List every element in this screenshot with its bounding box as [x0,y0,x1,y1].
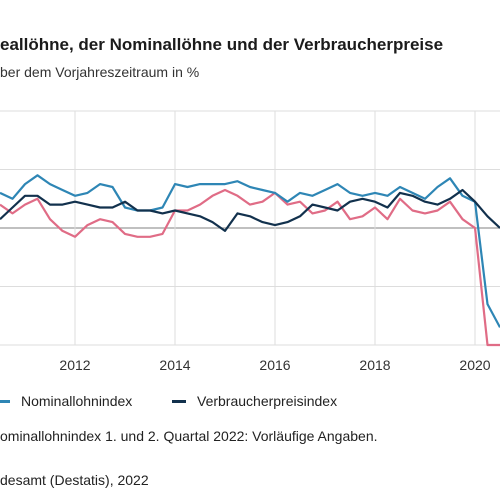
chart-title: eallöhne, der Nominallöhne und der Verbr… [0,35,444,54]
legend-swatch-cpi [172,399,186,403]
series-lines [0,174,500,347]
footnote: ominallohnindex 1. und 2. Quartal 2022: … [0,428,378,444]
x-tick-label: 2014 [159,357,190,373]
legend-label-cpi: Verbraucherpreisindex [197,393,338,409]
series-line-cpi [0,188,500,232]
x-axis-ticks: 2012 2014 2016 2018 2020 [59,357,490,373]
legend-swatch-nominal [0,399,10,403]
gridlines [0,110,500,346]
chart-subtitle: ber dem Vorjahreszeitraum in % [0,64,200,80]
series-line-nominal [0,174,500,328]
source-note: desamt (Destatis), 2022 [0,472,149,488]
series-line-real [0,188,500,347]
x-tick-label: 2012 [59,357,90,373]
x-tick-label: 2018 [359,357,390,373]
legend-item-nominal: Nominallohnindex [0,393,132,409]
legend-item-cpi: Verbraucherpreisindex [172,393,337,409]
legend: Nominallohnindex Verbraucherpreisindex [0,393,500,415]
legend-label-nominal: Nominallohnindex [21,393,133,409]
x-tick-label: 2016 [259,357,290,373]
x-tick-label: 2020 [459,357,490,373]
